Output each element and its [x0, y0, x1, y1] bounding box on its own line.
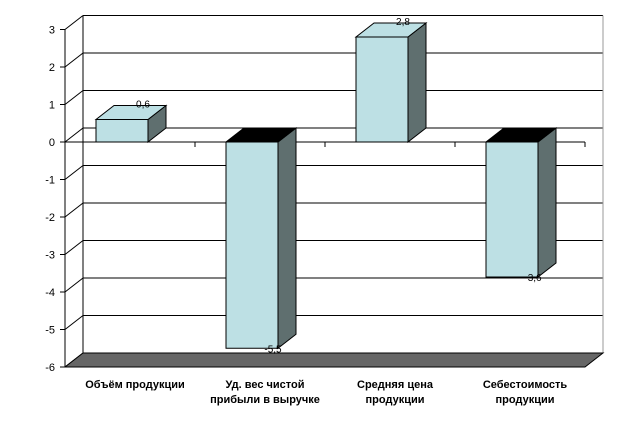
gridline-side: [64, 52, 84, 68]
y-tick-label: 0: [49, 137, 55, 149]
gridline-side: [64, 240, 84, 255]
gridline-side: [64, 315, 84, 330]
bar: [354, 21, 428, 144]
y-tick-label: -4: [45, 287, 55, 299]
chart-floor-plane: [63, 352, 605, 368]
category-label: Уд. вес чистой прибыли в выручке: [210, 379, 320, 406]
bar-front: [355, 36, 409, 143]
y-tick-label: -5: [45, 325, 55, 337]
bar-side: [537, 126, 557, 279]
y-tick-label: 1: [49, 100, 55, 112]
y-tick-label: -2: [45, 212, 55, 224]
y-tick-label: -6: [45, 362, 55, 374]
bar-side: [407, 21, 427, 144]
category-label-line: Объём продукции: [85, 379, 185, 391]
bar-front: [95, 119, 149, 143]
y-tick-label: -1: [45, 175, 55, 187]
category-labels: Объём продукции Уд. вес чистой прибыли в в…: [85, 379, 567, 406]
data-label: 0,6: [136, 100, 150, 111]
category-label: Средняя цена продукции: [357, 379, 434, 406]
gridline-side: [64, 127, 84, 143]
gridline-side: [64, 165, 84, 180]
y-tick-label: 2: [49, 62, 55, 74]
category-label-line: Себестоимость: [483, 379, 568, 391]
category-label-line: продукции: [496, 394, 555, 406]
data-labels: 0,6 -5,5 2,8 -3,6: [136, 17, 542, 355]
gridline-side: [64, 202, 84, 218]
bar-front: [485, 141, 539, 278]
data-label: -3,6: [524, 273, 542, 284]
category-label-line: продукции: [366, 394, 425, 406]
gridline-side: [64, 15, 84, 30]
category-label-line: прибыли в выручке: [210, 394, 320, 406]
category-label: Объём продукции: [85, 379, 185, 391]
bar: [94, 104, 168, 144]
chart-floor: [63, 352, 605, 368]
bar: [224, 126, 298, 350]
bar: [484, 126, 558, 279]
gridline-side: [64, 90, 84, 105]
bar-front: [225, 141, 279, 349]
data-label: 2,8: [396, 17, 410, 28]
data-label: -5,5: [264, 344, 282, 355]
bars: [94, 21, 558, 350]
category-label-line: Средняя цена: [357, 379, 434, 391]
bar-side: [277, 126, 297, 350]
y-tick-label: 3: [49, 25, 55, 37]
category-label-line: Уд. вес чистой: [226, 379, 305, 391]
category-label: Себестоимость продукции: [483, 379, 568, 406]
y-tick-label: -3: [45, 250, 55, 262]
gridline-side: [64, 277, 84, 293]
